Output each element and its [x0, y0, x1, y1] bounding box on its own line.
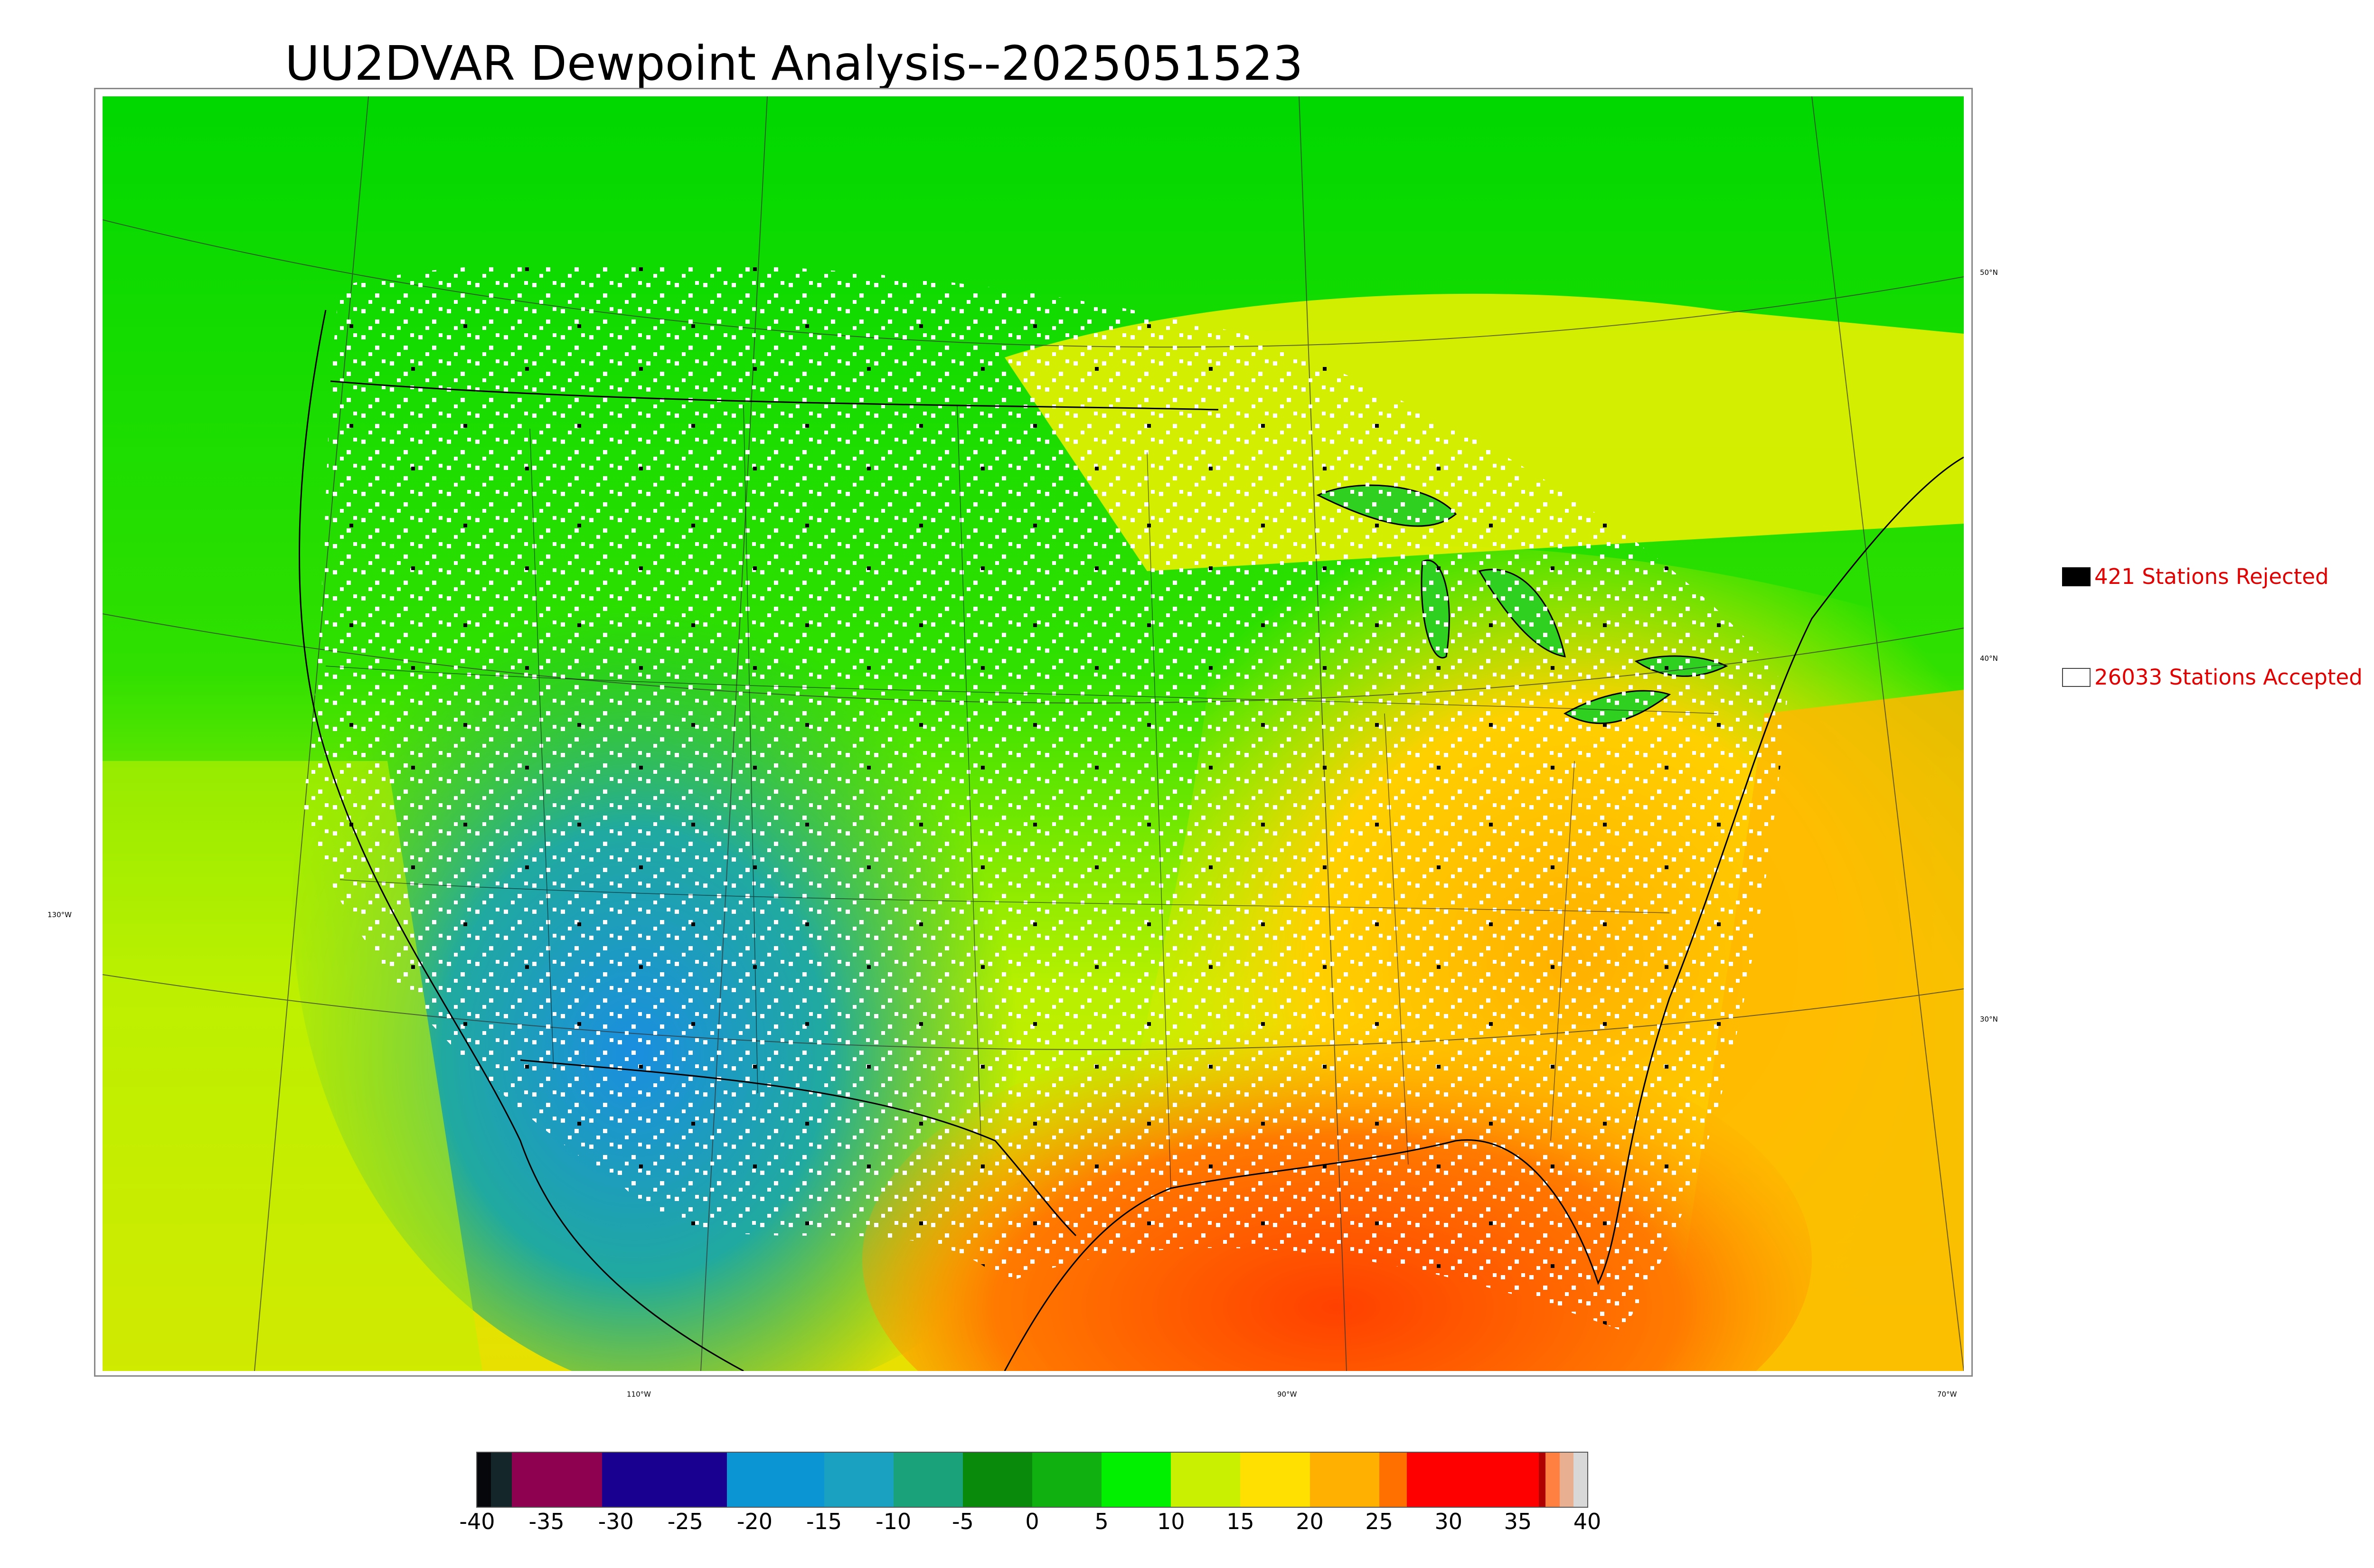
- colorbar-tick-label: -20: [736, 1509, 773, 1534]
- colorbar-band: [1171, 1453, 1241, 1507]
- lon-label-90w: 90°W: [1277, 1390, 1297, 1399]
- colorbar-tick-label: 25: [1365, 1509, 1393, 1534]
- colorbar-tick-label: -30: [598, 1509, 634, 1534]
- colorbar-tick-label: 0: [1025, 1509, 1039, 1534]
- colorbar-band: [1559, 1453, 1574, 1507]
- colorbar-tick-label: -15: [806, 1509, 842, 1534]
- colorbar-tick-label: 5: [1094, 1509, 1109, 1534]
- rejected-label: 421 Stations Rejected: [2094, 564, 2329, 589]
- colorbar-band: [1240, 1453, 1310, 1507]
- colorbar-band: [727, 1453, 825, 1507]
- lon-label-70w: 70°W: [1937, 1390, 1957, 1399]
- map-frame: [94, 88, 1973, 1377]
- colorbar-band: [1407, 1453, 1539, 1507]
- lon-label-130w: 130°W: [47, 911, 72, 919]
- lat-label-50n: 50°N: [1980, 268, 1998, 277]
- colorbar-band: [491, 1453, 512, 1507]
- accepted-swatch: [2062, 667, 2091, 687]
- lat-label-40n: 40°N: [1980, 654, 1998, 663]
- colorbar-tick-label: -10: [876, 1509, 912, 1534]
- colorbar-band: [1032, 1453, 1102, 1507]
- colorbar-tick-label: -5: [951, 1509, 974, 1534]
- colorbar-band: [1573, 1453, 1587, 1507]
- rejected-swatch: [2062, 567, 2091, 586]
- colorbar-tick-label: 40: [1573, 1509, 1602, 1534]
- colorbar-tick-label: 15: [1226, 1509, 1254, 1534]
- colorbar: [476, 1452, 1588, 1508]
- legend-accepted: 26033 Stations Accepted: [2062, 665, 2363, 690]
- colorbar-band: [1538, 1453, 1546, 1507]
- dewpoint-map[interactable]: [103, 96, 1964, 1371]
- accepted-label: 26033 Stations Accepted: [2094, 665, 2363, 690]
- colorbar-tick-label: 30: [1434, 1509, 1463, 1534]
- colorbar-band: [893, 1453, 963, 1507]
- colorbar-tick-label: -35: [528, 1509, 565, 1534]
- colorbar-tick-label: 35: [1504, 1509, 1532, 1534]
- colorbar-band: [1309, 1453, 1380, 1507]
- colorbar-band: [1102, 1453, 1171, 1507]
- colorbar-tick-label: 10: [1157, 1509, 1185, 1534]
- map-title: UU2DVAR Dewpoint Analysis--2025051523: [285, 36, 1303, 91]
- lon-label-110w: 110°W: [627, 1390, 651, 1399]
- lat-label-30n: 30°N: [1980, 1015, 1998, 1023]
- legend-rejected: 421 Stations Rejected: [2062, 564, 2329, 589]
- colorbar-band: [602, 1453, 727, 1507]
- colorbar-band: [1379, 1453, 1407, 1507]
- colorbar-band: [512, 1453, 603, 1507]
- colorbar-tick-label: -40: [459, 1509, 495, 1534]
- colorbar-band: [962, 1453, 1033, 1507]
- colorbar-band: [477, 1453, 491, 1507]
- colorbar-tick-label: -25: [667, 1509, 703, 1534]
- colorbar-tick-label: 20: [1296, 1509, 1324, 1534]
- colorbar-band: [1545, 1453, 1560, 1507]
- colorbar-band: [824, 1453, 894, 1507]
